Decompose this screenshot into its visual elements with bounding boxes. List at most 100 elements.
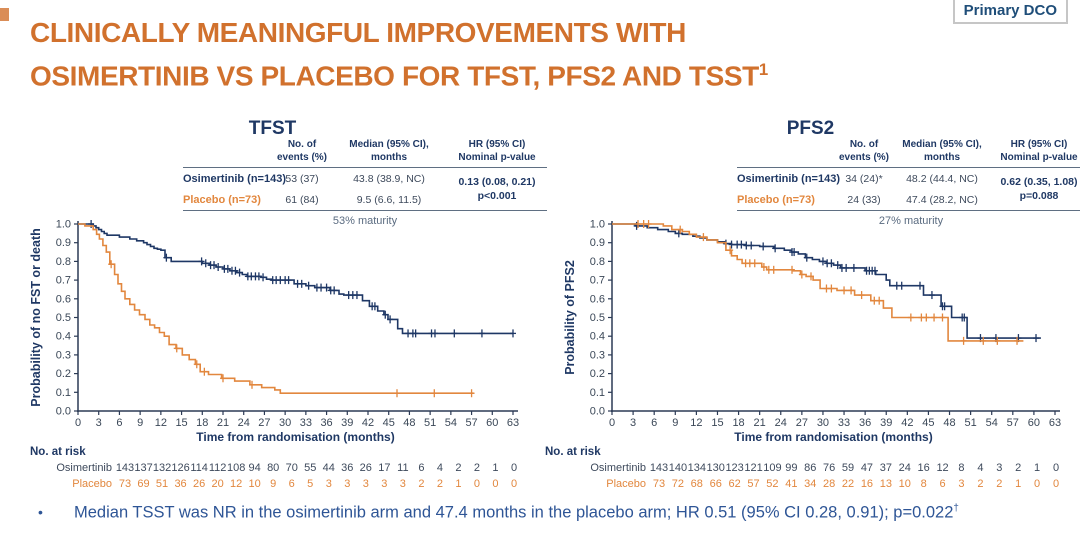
svg-text:1: 1: [455, 478, 461, 490]
svg-text:140: 140: [669, 462, 687, 474]
svg-text:1: 1: [1015, 478, 1021, 490]
svg-text:126: 126: [171, 462, 189, 474]
osimertinib-row-label: Osimertinib (n=143): [183, 172, 287, 185]
svg-text:109: 109: [763, 462, 781, 474]
svg-text:1: 1: [1034, 462, 1040, 474]
hr-pvalue-cell: 0.13 (0.08, 0.21) p<0.001: [458, 175, 536, 202]
svg-text:0.6: 0.6: [590, 293, 605, 305]
pfs2-km-svg: 1.0 0.9 0.8 0.7 0.6 0.5 0.4 0.3 0.2 0.1 0.0 Probabi…: [545, 219, 1061, 491]
placebo-median: 9.5 (6.6, 11.5): [356, 193, 422, 206]
svg-text:44: 44: [323, 462, 335, 474]
svg-text:143: 143: [650, 462, 668, 474]
svg-text:57: 57: [465, 417, 477, 429]
svg-text:47: 47: [861, 462, 873, 474]
svg-text:39: 39: [341, 417, 353, 429]
svg-text:16: 16: [861, 478, 873, 490]
svg-text:48: 48: [943, 417, 955, 429]
title-line-2: OSIMERTINIB VS PLACEBO FOR TFST, PFS2 AN…: [30, 60, 759, 92]
svg-text:0.6: 0.6: [56, 293, 71, 305]
svg-text:55: 55: [304, 462, 316, 474]
bullet-superscript: †: [953, 503, 959, 514]
svg-text:3: 3: [400, 478, 406, 490]
col-header-hr: HR (95% CI) Nominal p-value: [1000, 139, 1078, 163]
svg-text:48: 48: [403, 417, 415, 429]
svg-text:26: 26: [193, 478, 205, 490]
svg-text:0: 0: [492, 478, 498, 490]
svg-text:6: 6: [651, 417, 657, 429]
svg-text:0.5: 0.5: [56, 312, 71, 324]
svg-text:0.8: 0.8: [56, 256, 71, 268]
svg-text:33: 33: [300, 417, 312, 429]
spacer: [737, 152, 837, 155]
svg-text:123: 123: [725, 462, 743, 474]
svg-text:2: 2: [474, 462, 480, 474]
svg-text:60: 60: [486, 417, 498, 429]
bullet-text: Median TSST was NR in the osimertinib ar…: [74, 503, 954, 522]
svg-text:86: 86: [804, 462, 816, 474]
svg-text:1: 1: [492, 462, 498, 474]
placebo-events: 61 (84): [285, 193, 319, 206]
pfs2-stats-body: Osimertinib (n=143) 34 (24)* 48.2 (44.4,…: [737, 168, 1080, 210]
svg-text:0: 0: [511, 462, 517, 474]
svg-text:12: 12: [936, 462, 948, 474]
svg-text:132: 132: [153, 462, 171, 474]
svg-text:0.2: 0.2: [56, 368, 71, 380]
placebo-median: 47.4 (28.2, NC): [906, 193, 978, 206]
title-line-1: CLINICALLY MEANINGFUL IMPROVEMENTS WITH: [30, 17, 686, 48]
svg-text:28: 28: [823, 478, 835, 490]
svg-text:17: 17: [378, 462, 390, 474]
svg-text:0.0: 0.0: [56, 406, 71, 418]
svg-text:72: 72: [672, 478, 684, 490]
tfst-km-svg: 1.0 0.9 0.8 0.7 0.6 0.5 0.4 0.3 0.2 0.1 0.0 Probabi…: [29, 219, 519, 491]
svg-text:0.2: 0.2: [590, 368, 605, 380]
svg-text:9: 9: [672, 417, 678, 429]
placebo-row-label: Placebo (n=73): [737, 193, 815, 206]
svg-text:94: 94: [249, 462, 261, 474]
svg-text:15: 15: [711, 417, 723, 429]
svg-text:2: 2: [418, 478, 424, 490]
svg-text:0.9: 0.9: [56, 237, 71, 249]
pfs2-panel-title: PFS2: [786, 118, 835, 139]
tfst-stats-body: Osimertinib (n=143) 53 (37) 43.8 (38.9, …: [183, 168, 547, 210]
svg-text:3: 3: [96, 417, 102, 429]
hr-pvalue-cell: 0.62 (0.35, 1.08) p=0.088: [1000, 175, 1078, 202]
osimertinib-events: 53 (37): [285, 172, 319, 185]
svg-text:45: 45: [383, 417, 395, 429]
col-header-hr: HR (95% CI) Nominal p-value: [458, 139, 536, 163]
svg-text:3: 3: [630, 417, 636, 429]
svg-text:26: 26: [360, 462, 372, 474]
bullet-icon: •: [38, 503, 43, 520]
svg-text:15: 15: [175, 417, 187, 429]
svg-text:42: 42: [901, 417, 913, 429]
svg-text:37: 37: [880, 462, 892, 474]
svg-text:2: 2: [977, 478, 983, 490]
series-osimertinib: [612, 221, 1041, 343]
svg-text:13: 13: [880, 478, 892, 490]
svg-text:70: 70: [286, 462, 298, 474]
svg-text:54: 54: [445, 417, 457, 429]
title-superscript: 1: [758, 60, 768, 79]
svg-text:2: 2: [437, 478, 443, 490]
col-header-median: Median (95% CI), months: [349, 139, 429, 163]
svg-text:24: 24: [238, 417, 250, 429]
maturity-note: 53% maturity: [332, 215, 398, 227]
svg-text:0: 0: [609, 417, 615, 429]
svg-text:12: 12: [230, 478, 242, 490]
svg-text:73: 73: [119, 478, 131, 490]
svg-text:12: 12: [690, 417, 702, 429]
tfst-stats-header-row: No. of events (%) Median (95% CI), months …: [183, 139, 547, 167]
svg-text:4: 4: [437, 462, 443, 474]
svg-text:66: 66: [710, 478, 722, 490]
svg-text:5: 5: [307, 478, 313, 490]
svg-text:4: 4: [977, 462, 983, 474]
edge-artifact: [0, 8, 9, 21]
svg-text:3: 3: [996, 462, 1002, 474]
at-risk-header: No. at risk: [545, 446, 601, 458]
svg-text:27: 27: [258, 417, 270, 429]
svg-text:60: 60: [1028, 417, 1040, 429]
svg-text:0.9: 0.9: [590, 237, 605, 249]
svg-text:68: 68: [691, 478, 703, 490]
svg-text:0.8: 0.8: [590, 256, 605, 268]
svg-text:134: 134: [688, 462, 706, 474]
svg-text:9: 9: [270, 478, 276, 490]
